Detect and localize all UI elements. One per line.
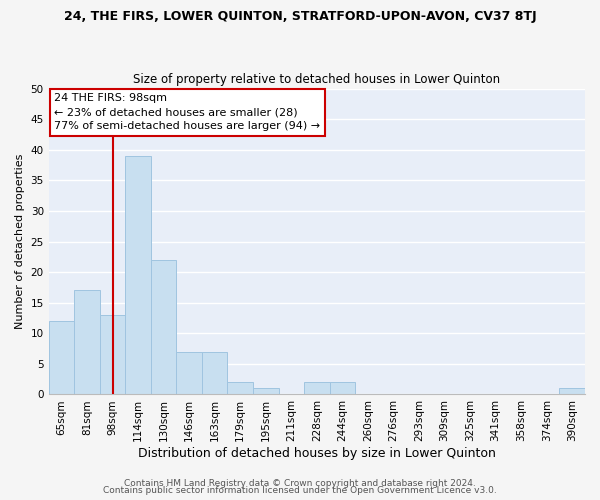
Text: 24 THE FIRS: 98sqm
← 23% of detached houses are smaller (28)
77% of semi-detache: 24 THE FIRS: 98sqm ← 23% of detached hou… [54, 93, 320, 131]
Title: Size of property relative to detached houses in Lower Quinton: Size of property relative to detached ho… [133, 73, 500, 86]
Bar [329, 382, 355, 394]
X-axis label: Distribution of detached houses by size in Lower Quinton: Distribution of detached houses by size … [138, 447, 496, 460]
Text: Contains HM Land Registry data © Crown copyright and database right 2024.: Contains HM Land Registry data © Crown c… [124, 478, 476, 488]
Bar [559, 388, 585, 394]
Bar [202, 352, 227, 395]
Bar [227, 382, 253, 394]
Text: 24, THE FIRS, LOWER QUINTON, STRATFORD-UPON-AVON, CV37 8TJ: 24, THE FIRS, LOWER QUINTON, STRATFORD-U… [64, 10, 536, 23]
Bar [176, 352, 202, 395]
Bar [74, 290, 100, 395]
Y-axis label: Number of detached properties: Number of detached properties [15, 154, 25, 329]
Bar [100, 315, 125, 394]
Bar [304, 382, 329, 394]
Text: Contains public sector information licensed under the Open Government Licence v3: Contains public sector information licen… [103, 486, 497, 495]
Bar [253, 388, 278, 394]
Bar [125, 156, 151, 394]
Bar [151, 260, 176, 394]
Bar [49, 321, 74, 394]
